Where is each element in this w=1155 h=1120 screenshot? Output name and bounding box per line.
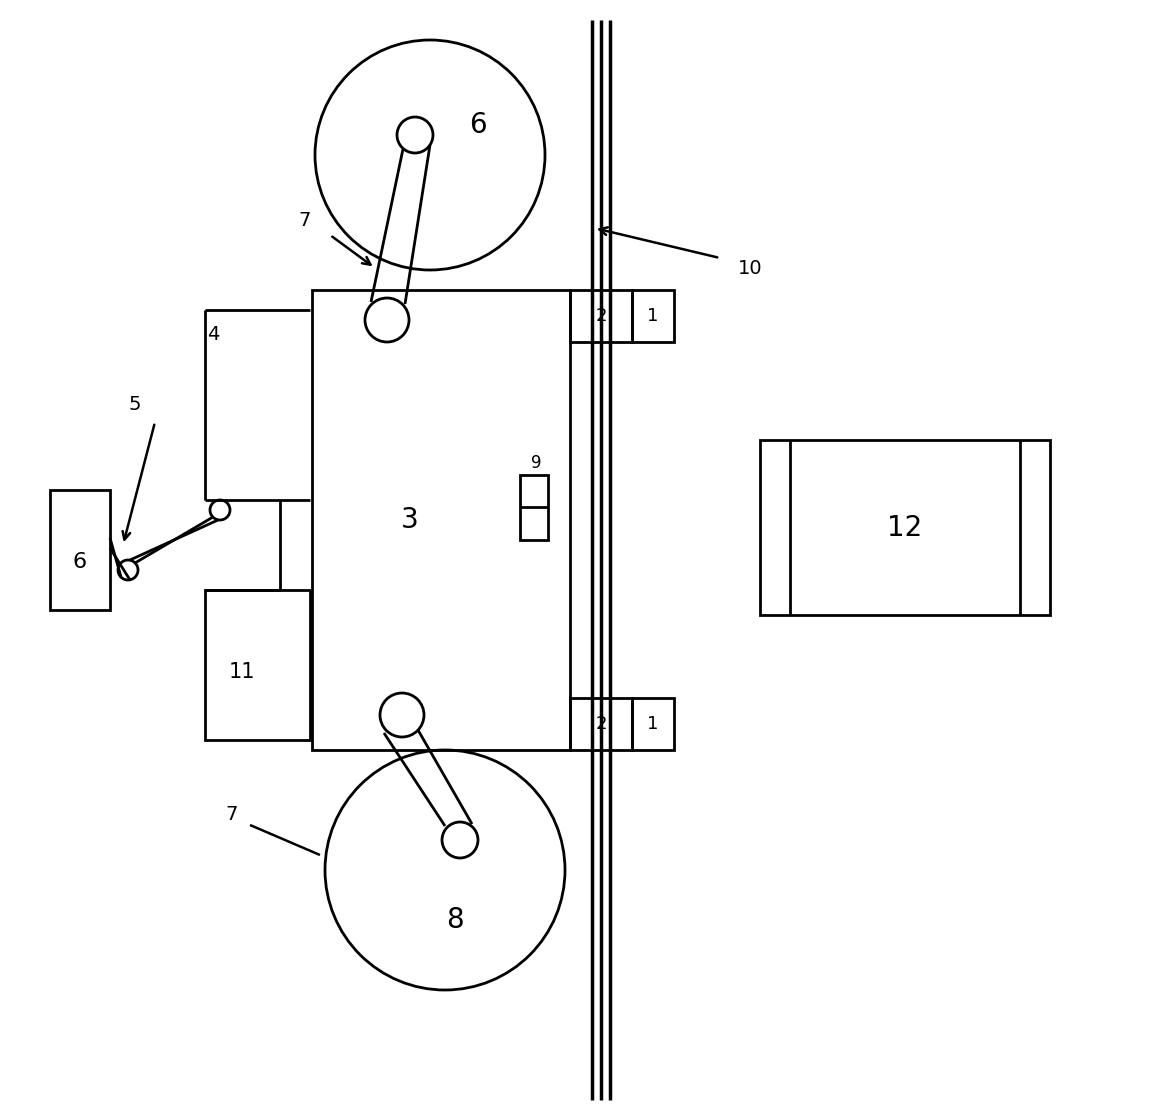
- Bar: [571, 290, 632, 342]
- Text: 2: 2: [595, 715, 606, 732]
- Bar: [571, 698, 632, 750]
- Text: 2: 2: [595, 307, 606, 325]
- Text: 10: 10: [738, 259, 762, 278]
- Text: 5: 5: [128, 395, 141, 414]
- Bar: [204, 590, 310, 740]
- Bar: [520, 475, 547, 540]
- Text: 7: 7: [226, 805, 238, 824]
- Text: 7: 7: [299, 211, 311, 230]
- Text: 6: 6: [73, 552, 87, 572]
- Bar: [760, 440, 1050, 615]
- Bar: [632, 698, 675, 750]
- Text: 11: 11: [229, 663, 255, 682]
- Text: 1: 1: [647, 715, 658, 732]
- Text: 8: 8: [446, 906, 464, 934]
- Text: 3: 3: [401, 506, 419, 534]
- Text: 1: 1: [647, 307, 658, 325]
- Text: 4: 4: [207, 326, 219, 345]
- Text: 9: 9: [531, 454, 542, 472]
- Bar: [312, 290, 571, 750]
- Text: 12: 12: [887, 513, 923, 541]
- Text: 6: 6: [469, 111, 486, 139]
- Bar: [632, 290, 675, 342]
- Bar: [50, 491, 110, 610]
